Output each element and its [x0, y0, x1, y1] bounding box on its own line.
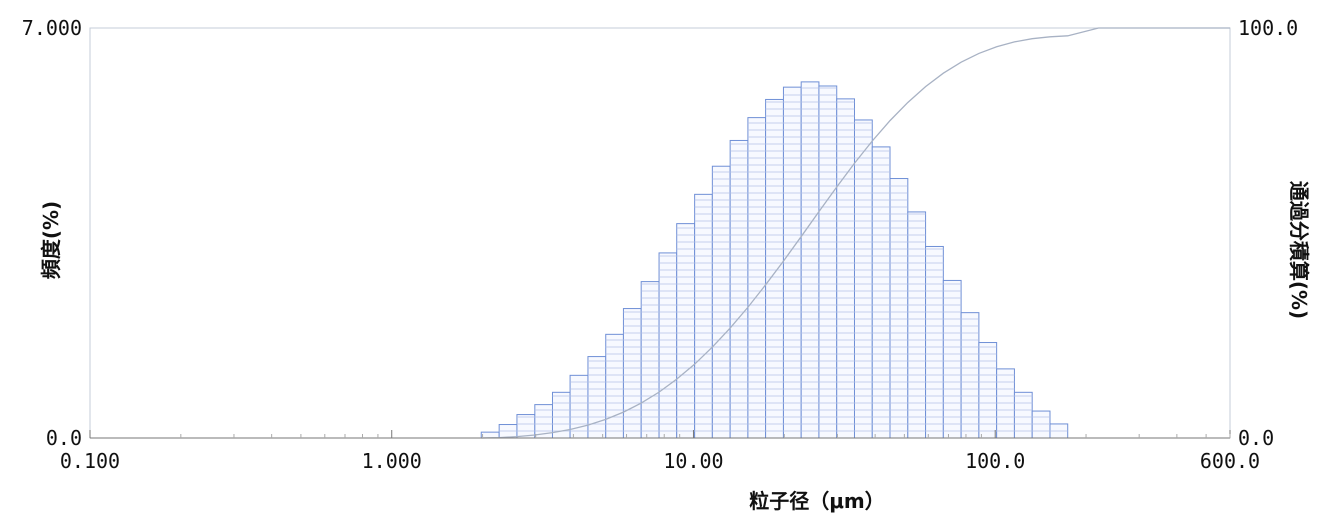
histogram-bar	[605, 333, 624, 439]
histogram-bar	[747, 117, 767, 439]
y-left-tick-label: 7.000	[22, 16, 82, 40]
histogram-bar	[1031, 410, 1051, 439]
x-tick-label: 1.000	[362, 449, 422, 473]
histogram-bar	[765, 98, 784, 439]
bar-hatching	[499, 87, 1068, 432]
histogram-bar	[942, 279, 962, 439]
histogram-bar	[622, 308, 642, 439]
x-tick-label: 10.00	[663, 449, 723, 473]
cumulative-curve	[481, 27, 1230, 439]
histogram-bar	[587, 356, 607, 439]
histogram-bars	[480, 81, 1069, 439]
x-ticks: 0.100 1.000 10.00 100.0 600.0	[60, 430, 1260, 473]
y-right-axis-label: 通過分積算(%)	[1287, 181, 1311, 319]
y-ticks: 0.0 7.000 0.0 100.0	[22, 16, 1298, 450]
histogram-bar	[996, 368, 1015, 439]
y-left-axis-label: 頻度(%)	[39, 201, 63, 279]
histogram-bar	[836, 98, 855, 439]
x-tick-label: 100.0	[965, 449, 1025, 473]
histogram-bar	[907, 211, 927, 439]
x-axis-label: 粒子径（μm）	[749, 489, 885, 513]
histogram-bar	[782, 86, 802, 439]
x-tick-label: 0.100	[60, 449, 120, 473]
y-right-tick-label: 0.0	[1238, 426, 1274, 450]
histogram-bar	[889, 178, 909, 439]
histogram-bar	[818, 85, 838, 439]
histogram-bar	[871, 146, 891, 439]
histogram-bar	[800, 81, 820, 439]
x-tick-label: 600.0	[1200, 449, 1260, 473]
histogram-bar	[516, 414, 536, 439]
y-right-tick-label: 100.0	[1238, 16, 1298, 40]
histogram-bar	[925, 245, 944, 439]
histogram-bar	[853, 119, 873, 439]
histogram-bar	[729, 139, 749, 439]
histogram-bar	[694, 193, 713, 439]
y-left-tick-label: 0.0	[46, 426, 82, 450]
